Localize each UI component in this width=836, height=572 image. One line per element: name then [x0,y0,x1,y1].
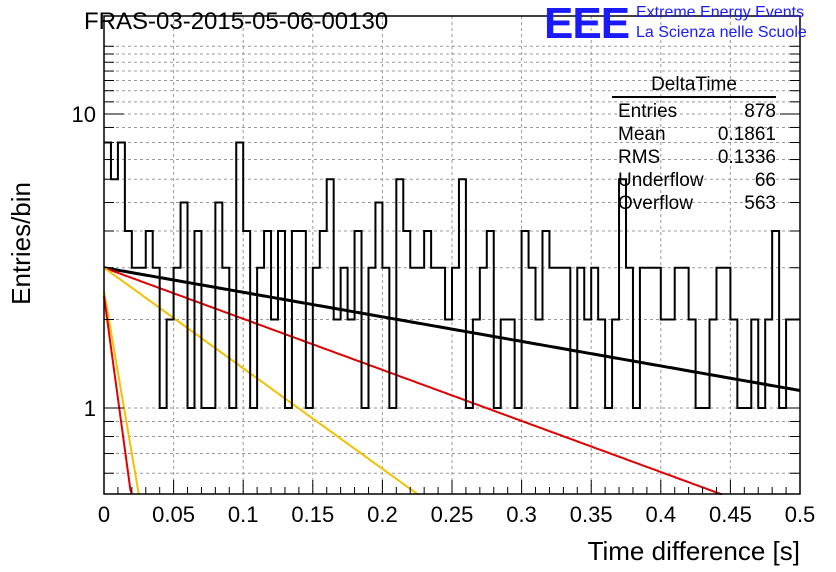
stats-row: Entries 878 [612,100,776,123]
stats-title: DeltaTime [612,74,776,98]
fit-curve [103,266,419,495]
x-tick-label: 0.45 [709,502,752,527]
fit-curve [103,296,133,495]
fit-curve [103,266,723,495]
x-tick-label: 0.35 [570,502,613,527]
y-axis-label: Entries/bin [6,182,36,305]
stats-value: 0.1336 [717,147,776,168]
x-tick-label: 0.3 [506,502,537,527]
y-tick-label: 1 [84,396,96,421]
x-tick-label: 0.5 [785,502,816,527]
x-tick-label: 0.2 [367,502,398,527]
stats-label: Underflow [618,170,704,191]
stats-label: RMS [618,147,661,168]
fit-curves [103,266,801,495]
x-tick-label: 0.25 [431,502,474,527]
stats-box: DeltaTime Entries 878 Mean 0.1861 RMS 0.… [612,74,776,215]
fit-curve [103,266,801,392]
y-tick-label: 10 [72,102,96,127]
logo-line-2: La Scienza nelle Scuole [636,24,807,41]
run-title: FRAS-03-2015-05-06-00130 [84,8,389,35]
stats-label: Entries [618,101,678,122]
histogram-line [104,141,800,409]
stats-row: Mean 0.1861 [612,123,776,146]
eee-logo: EEE [544,0,630,48]
stats-value: 563 [744,193,776,214]
axis-ticks [103,45,801,494]
axis-tick-labels: 0 0.05 0.1 0.15 0.2 0.25 0.3 0.35 0.4 0.45 0.5 1 10 [72,102,816,527]
stats-value: 66 [754,170,776,191]
stats-value: 878 [744,101,776,122]
x-tick-label: 0.1 [228,502,259,527]
stats-label: Overflow [618,193,693,214]
x-tick-label: 0.4 [646,502,677,527]
x-tick-label: 0.05 [152,502,195,527]
stats-value: 0.1861 [717,124,776,145]
stats-row: Overflow 563 [612,192,776,215]
stats-row: Underflow 66 [612,169,776,192]
x-axis-label: Time difference [s] [588,536,800,566]
fit-curve [103,290,140,495]
logo-line-1: Extreme Energy Events [636,4,805,21]
x-tick-label: 0 [98,502,110,527]
stats-row: RMS 0.1336 [612,146,776,169]
x-tick-label: 0.15 [291,502,334,527]
stats-label: Mean [618,124,666,145]
